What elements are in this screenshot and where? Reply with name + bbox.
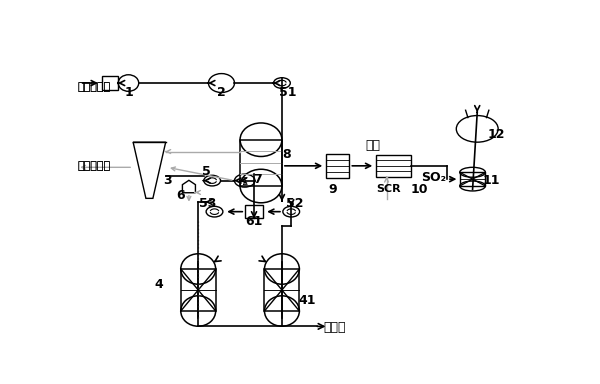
- Text: 12: 12: [487, 128, 505, 141]
- Text: 61: 61: [245, 215, 263, 228]
- Text: 51: 51: [279, 86, 297, 99]
- Text: 去煙道: 去煙道: [324, 321, 346, 334]
- Text: 53: 53: [199, 197, 216, 210]
- Text: SO₂: SO₂: [421, 171, 446, 184]
- Bar: [245, 205, 263, 218]
- Bar: [376, 155, 411, 177]
- Text: 液氨: 液氨: [365, 139, 380, 152]
- Text: 52: 52: [286, 197, 303, 210]
- Text: 7: 7: [253, 173, 262, 186]
- Text: 6: 6: [177, 189, 185, 202]
- Text: 蒸汽冷凝液: 蒸汽冷凝液: [77, 161, 110, 171]
- Bar: [181, 269, 215, 311]
- Text: $\Sigma$: $\Sigma$: [241, 175, 248, 187]
- Text: 8: 8: [282, 147, 291, 161]
- Text: 5: 5: [202, 165, 211, 178]
- Bar: [265, 269, 299, 311]
- Text: 3: 3: [164, 174, 172, 187]
- Text: SCR: SCR: [376, 184, 401, 194]
- Text: 2: 2: [217, 86, 226, 99]
- Bar: [326, 154, 349, 178]
- Text: 高溫含硫氣: 高溫含硫氣: [77, 82, 110, 92]
- Bar: [240, 140, 282, 186]
- Text: 41: 41: [299, 294, 316, 307]
- Text: 4: 4: [154, 278, 163, 291]
- Text: 9: 9: [329, 183, 337, 196]
- Text: 蒸汽冷凝液: 蒸汽冷凝液: [77, 161, 110, 171]
- Text: 1: 1: [124, 86, 133, 99]
- Text: 11: 11: [482, 174, 500, 187]
- Bar: [460, 172, 485, 186]
- Bar: [102, 76, 118, 90]
- Text: 10: 10: [410, 183, 428, 196]
- Text: 高溫含硫氣: 高溫含硫氣: [77, 82, 110, 92]
